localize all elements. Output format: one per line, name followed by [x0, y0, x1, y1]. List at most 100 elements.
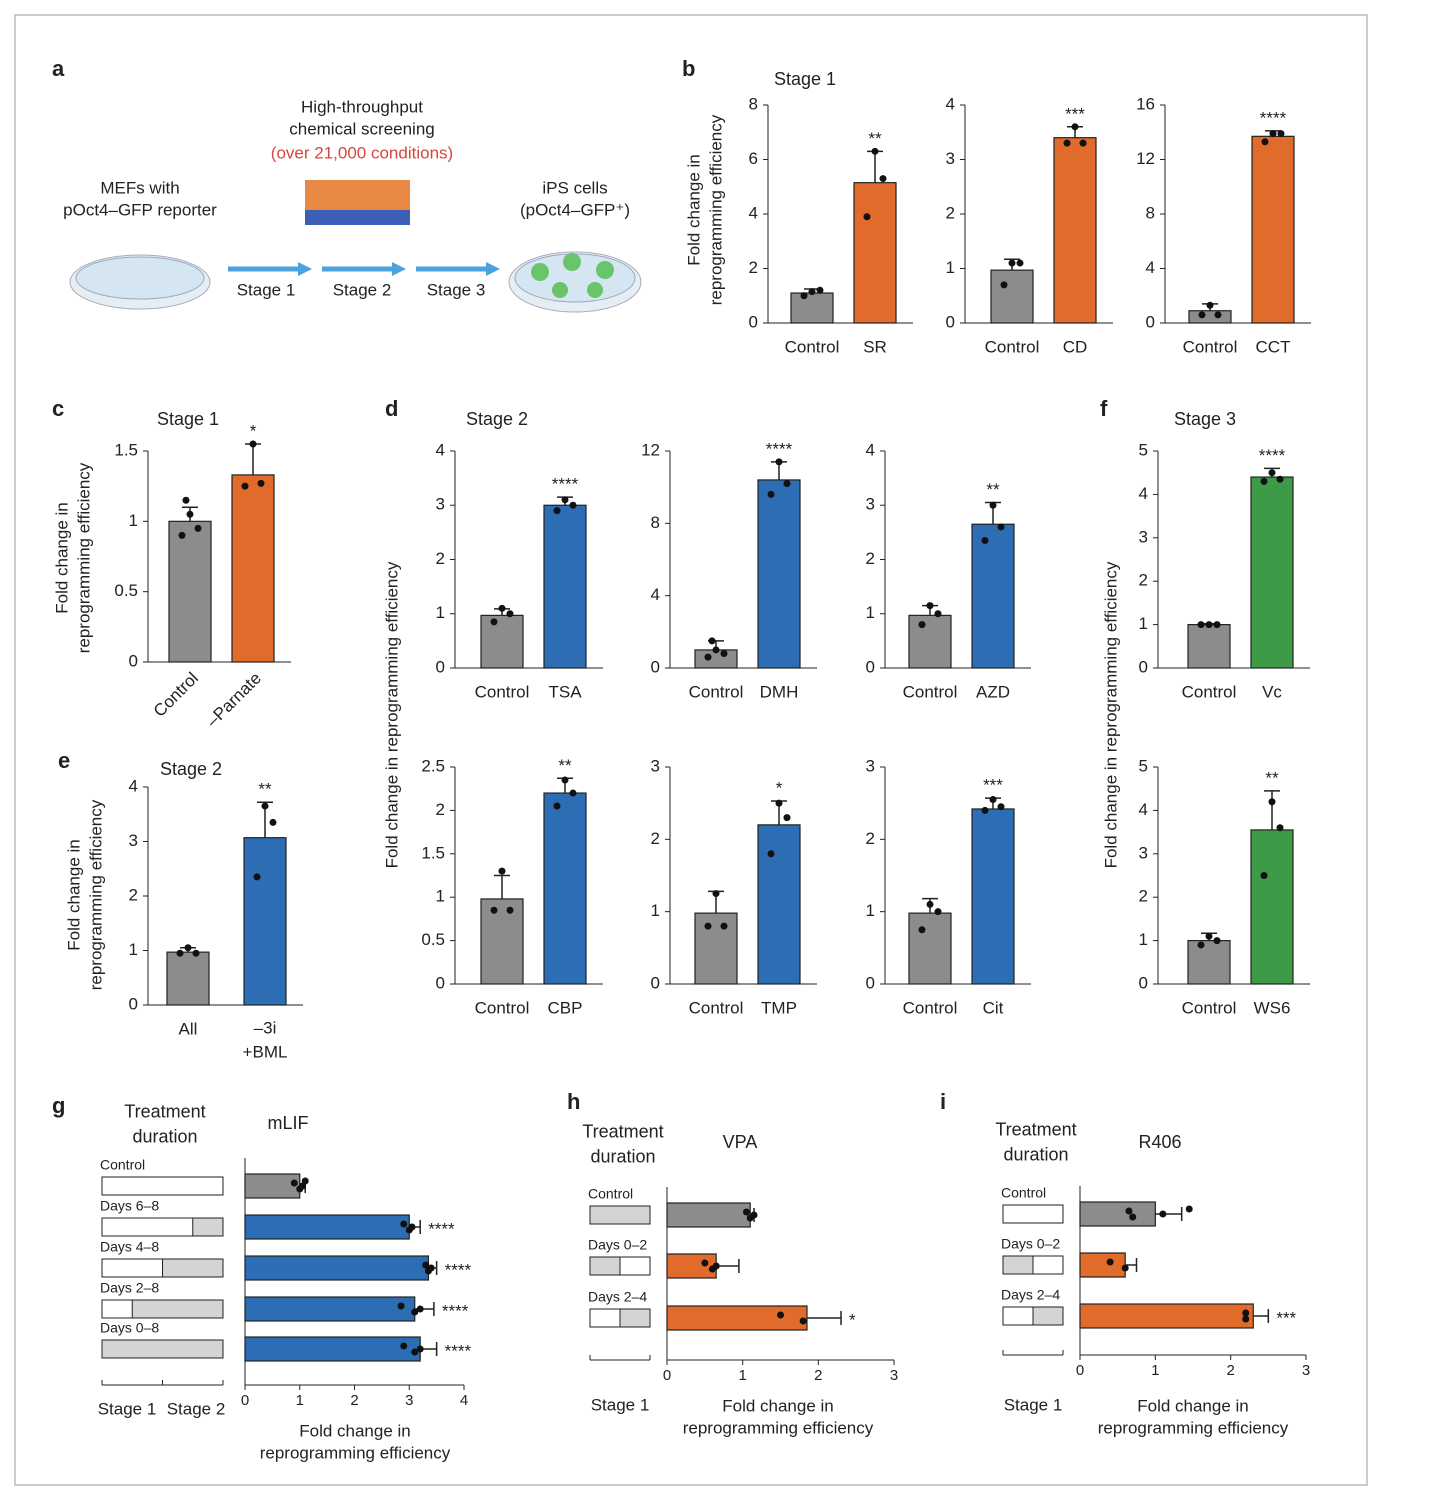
x-tick-label: Control: [1182, 682, 1237, 701]
y-tick-label: 4: [1139, 484, 1148, 503]
y-tick-label: 0: [866, 973, 875, 992]
x-tick-label: Control: [1183, 337, 1238, 356]
bar: [694, 912, 738, 985]
row-label: Days 0–2: [588, 1237, 647, 1253]
row-label: Days 2–4: [588, 1289, 647, 1305]
data-point: [186, 510, 194, 518]
data-point: [863, 213, 871, 221]
x-tick-label: 2: [814, 1367, 822, 1384]
plate-top: [305, 180, 410, 210]
data-point: [767, 850, 775, 858]
data-point: [241, 482, 249, 490]
data-point: [1205, 621, 1213, 629]
bar: [1250, 829, 1294, 985]
duration-shade: [1002, 1255, 1034, 1275]
heading: Treatment: [995, 1119, 1076, 1139]
bar: [244, 1173, 301, 1199]
x-tick-label: All: [179, 1019, 198, 1038]
y-tick-label: 8: [749, 94, 758, 113]
data-point: [926, 900, 934, 908]
x-tick-label: 1: [296, 1392, 304, 1409]
bar: [543, 504, 587, 669]
data-point: [1159, 1210, 1167, 1218]
data-point: [408, 1223, 416, 1231]
y-axis-label: Fold change in reprogramming efficiency: [382, 561, 401, 868]
row-label: Days 4–8: [100, 1239, 159, 1255]
y-tick-label: 1.5: [421, 843, 445, 862]
x-tick-label: AZD: [976, 682, 1010, 701]
duration-shade: [589, 1256, 621, 1276]
significance: ***: [1065, 104, 1085, 123]
y-axis-label: Fold change in: [64, 839, 83, 951]
y-tick-label: 2: [1139, 571, 1148, 590]
screen-label: chemical screening: [289, 119, 435, 138]
y-tick-label: 0: [1139, 657, 1148, 676]
bar: [480, 614, 524, 669]
y-tick-label: 4: [749, 203, 758, 222]
y-tick-label: 0.5: [421, 930, 445, 949]
y-tick-label: 2: [866, 829, 875, 848]
data-point: [1071, 123, 1079, 131]
x-tick-label: Vc: [1262, 682, 1282, 701]
data-point: [1242, 1309, 1250, 1317]
data-point: [816, 286, 824, 294]
panel-a-art: [69, 180, 642, 313]
data-point: [290, 1179, 298, 1187]
x-axis-label: Fold change in: [299, 1421, 411, 1440]
data-point: [775, 799, 783, 807]
bar: [971, 808, 1015, 985]
chart-title: Stage 1: [774, 69, 836, 89]
chart-title: VPA: [723, 1132, 758, 1152]
end-label: (pOct4–GFP⁺): [520, 200, 630, 219]
data-point: [1106, 1258, 1114, 1266]
data-point: [1261, 138, 1269, 146]
y-axis-label: Fold change in reprogramming efficiency: [1101, 561, 1120, 868]
data-point: [1185, 1205, 1193, 1213]
significance: **: [1265, 768, 1279, 787]
data-point: [808, 288, 816, 296]
data-point: [800, 292, 808, 300]
data-point: [879, 175, 887, 183]
data-point: [1197, 941, 1205, 949]
y-tick-label: 1: [866, 603, 875, 622]
y-tick-label: 0: [436, 657, 445, 676]
frame: [14, 14, 1368, 1486]
chart-title: mLIF: [267, 1113, 308, 1133]
significance: **: [868, 129, 882, 148]
x-tick-label: 3: [405, 1392, 413, 1409]
data-point: [775, 458, 783, 466]
y-tick-label: 0.5: [114, 581, 138, 600]
x-tick-label: TSA: [548, 682, 582, 701]
bar: [666, 1202, 751, 1228]
data-point: [178, 531, 186, 539]
data-point: [918, 621, 926, 629]
data-point: [1213, 621, 1221, 629]
stage-label: Stage 3: [427, 280, 486, 299]
y-tick-label: 1: [129, 940, 138, 959]
heading: Treatment: [124, 1101, 205, 1121]
x-tick-label: 1: [738, 1367, 746, 1384]
data-point: [720, 922, 728, 930]
y-tick-label: 4: [866, 440, 875, 459]
y-tick-label: 16: [1136, 94, 1155, 113]
data-point: [934, 610, 942, 618]
data-point: [253, 873, 261, 881]
data-point: [1198, 311, 1206, 319]
significance: ****: [1260, 108, 1287, 127]
x-axis-label: Fold change in: [722, 1396, 834, 1415]
y-tick-label: 2: [946, 203, 955, 222]
bar: [666, 1305, 808, 1331]
y-tick-label: 6: [749, 149, 758, 168]
duration-shade: [1032, 1306, 1064, 1326]
duration-box: [101, 1176, 224, 1196]
data-point: [269, 818, 277, 826]
data-point: [569, 789, 577, 797]
significance: ****: [766, 439, 793, 458]
chart-title: Stage 2: [160, 759, 222, 779]
data-point: [411, 1308, 419, 1316]
data-point: [1197, 621, 1205, 629]
significance: **: [558, 756, 572, 775]
error-bar: [806, 1311, 842, 1325]
bar: [757, 479, 801, 669]
stage-label: Stage 1: [237, 280, 296, 299]
